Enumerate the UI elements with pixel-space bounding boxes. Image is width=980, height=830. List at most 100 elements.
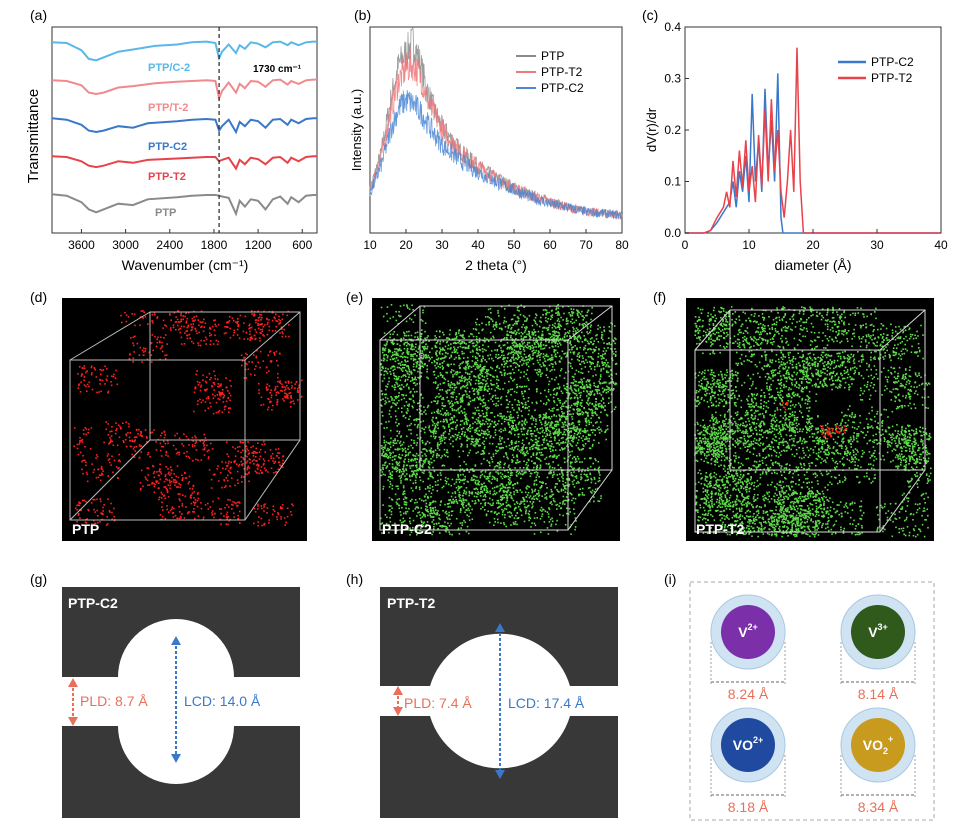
panel-g-lower-slab	[62, 726, 300, 818]
panel-d: (d) PTP	[30, 289, 307, 541]
panel-a-x-ticks: 3600 3000 2400 1800 1200 600	[68, 229, 313, 252]
panel-h-tag: (h)	[346, 571, 363, 587]
panel-e-tag: (e)	[346, 289, 363, 305]
panel-g-title: PTP-C2	[68, 595, 118, 611]
panel-c-xtick-label-1: 10	[742, 238, 756, 252]
panel-b-xtick-label-7: 80	[615, 238, 629, 252]
panel-a-curve-label-5: PTP	[155, 207, 176, 219]
panel-c-y-ticks: 0.0 0.1 0.2 0.3 0.4	[664, 20, 689, 240]
ion-2-core	[721, 718, 775, 772]
panel-d-pore-cloud	[73, 310, 303, 527]
panel-h-pld-arrow-up	[393, 686, 403, 695]
panel-a-series-1	[51, 78, 317, 102]
ion-3-size: 8.34 Å	[858, 799, 899, 815]
panel-b-xtick-label-6: 70	[579, 238, 593, 252]
panel-h: (h) PTP-T2 PLD: 7.4 Å LCD: 17.4 Å	[346, 571, 618, 818]
panel-a-curve-label-2: PTP/T-2	[148, 102, 188, 114]
ion-3-core	[851, 718, 905, 772]
ion-2: VO2+ 8.18 Å	[710, 707, 786, 815]
panel-g-tag: (g)	[30, 571, 47, 587]
ion-0-size: 8.24 Å	[728, 686, 769, 702]
panel-b-series-1	[369, 49, 623, 220]
panel-a-xtick-label-5: 600	[292, 238, 312, 252]
panel-h-pld-arrow-down	[393, 707, 403, 716]
panel-c-ytick-label-1: 0.1	[664, 175, 681, 189]
panel-g-lcd-arrow-up	[171, 636, 181, 645]
ion-1-label: V3+	[868, 622, 888, 640]
panel-a-xtick-label-2: 2400	[156, 238, 183, 252]
panel-f-pore-cloud	[694, 306, 932, 538]
panel-a-xtick-label-4: 1200	[245, 238, 272, 252]
panel-c-ytick-label-3: 0.3	[664, 72, 681, 86]
panel-c-plot	[685, 47, 941, 234]
panel-i-ions: V2+ 8.24 Å V3+ 8.14 Å VO2+ 8.18 Å VO2+ 8.34 Å	[710, 594, 916, 815]
panel-b-legend-label-1: PTP-T2	[541, 65, 583, 79]
panel-f-tag: (f)	[653, 289, 666, 305]
panel-a-frame	[51, 26, 318, 234]
ion-1-core	[851, 605, 905, 659]
panel-e-pore-cloud	[380, 304, 618, 536]
panel-a-series-0	[51, 40, 317, 62]
panel-h-lcd-arrow-down	[495, 770, 505, 779]
ion-3: VO2+ 8.34 Å	[840, 707, 916, 815]
panel-c-xtick-label-3: 30	[870, 238, 884, 252]
panel-b-series-0	[369, 26, 623, 220]
panel-b-ylabel: Intensity (a.u.)	[349, 89, 364, 171]
panel-i-tag: (i)	[664, 571, 676, 587]
panel-g-lcd-label: LCD: 14.0 Å	[184, 693, 261, 709]
panel-b-xtick-label-0: 10	[363, 238, 377, 252]
panel-c-series-0	[685, 73, 941, 234]
panel-b-legend-label-0: PTP	[541, 49, 564, 63]
panel-a-curve-label-1: PTP/C-2	[148, 62, 190, 74]
panel-i-frame	[689, 581, 935, 821]
panel-a: (a) 3600 3000 2400 1800 1200 600 Transmittanc…	[25, 7, 318, 273]
ion-0-label: V2+	[738, 622, 758, 640]
panel-a-annotation: 1730 cm⁻¹	[253, 64, 302, 75]
panel-h-lcd-arrow-up	[495, 623, 505, 632]
ion-1: V3+ 8.14 Å	[840, 594, 916, 702]
panel-g-pld-arrow-down	[68, 717, 78, 726]
panel-b-x-ticks: 10 20 30 40 50 60 70 80	[363, 229, 629, 252]
panel-c-xlabel: diameter (Å)	[774, 257, 851, 273]
panel-c: (c) 0 10 20 30 40 0.0 0.1 0.2 0.3 0.4 dV(r)/dr d…	[642, 7, 948, 273]
panel-b-legend-label-2: PTP-C2	[541, 81, 584, 95]
panel-h-pld-label: PLD: 7.4 Å	[404, 695, 472, 711]
panel-b-xtick-label-2: 30	[435, 238, 449, 252]
panel-a-series-2	[51, 117, 317, 135]
panel-c-series-1	[685, 47, 941, 234]
panel-a-series-3	[51, 155, 317, 171]
panel-b-series-2	[369, 89, 623, 220]
panel-g-upper-slab	[62, 587, 300, 677]
panel-c-ytick-label-0: 0.0	[664, 226, 681, 240]
ion-2-size: 8.18 Å	[728, 799, 769, 815]
panel-e-box	[379, 305, 613, 531]
panel-d-label: PTP	[72, 521, 99, 537]
panel-g-pld-label: PLD: 8.7 Å	[80, 693, 148, 709]
panel-c-legend: PTP-C2 PTP-T2	[838, 55, 914, 85]
panel-d-tag: (d)	[30, 289, 47, 305]
panel-c-xtick-label-2: 20	[806, 238, 820, 252]
panel-e: (e) PTP-C2	[346, 289, 620, 541]
panel-d-box	[69, 311, 301, 521]
panel-b-plot	[369, 26, 623, 220]
panel-b-xtick-label-4: 50	[507, 238, 521, 252]
panel-g-pld-arrow-up	[68, 678, 78, 687]
panel-f: (f) PTP-T2	[653, 289, 934, 541]
ion-0: V2+ 8.24 Å	[710, 594, 786, 702]
panel-c-ytick-label-2: 0.2	[664, 123, 681, 137]
panel-b-xlabel: 2 theta (°)	[465, 257, 527, 273]
panel-b-xtick-label-1: 20	[399, 238, 413, 252]
panel-f-label: PTP-T2	[696, 521, 744, 537]
panel-c-ytick-label-4: 0.4	[664, 20, 681, 34]
panel-h-lower-slab	[380, 716, 618, 818]
panel-a-xtick-label-3: 1800	[201, 238, 228, 252]
panel-g-lcd-arrow-down	[171, 754, 181, 763]
ion-1-size: 8.14 Å	[858, 686, 899, 702]
panel-c-xtick-label-0: 0	[682, 238, 689, 252]
panel-c-x-ticks: 0 10 20 30 40	[682, 229, 948, 252]
panel-b-xtick-label-5: 60	[543, 238, 557, 252]
panel-a-xtick-label-1: 3000	[112, 238, 139, 252]
panel-f-box	[694, 309, 926, 533]
panel-c-xtick-label-4: 40	[934, 238, 948, 252]
